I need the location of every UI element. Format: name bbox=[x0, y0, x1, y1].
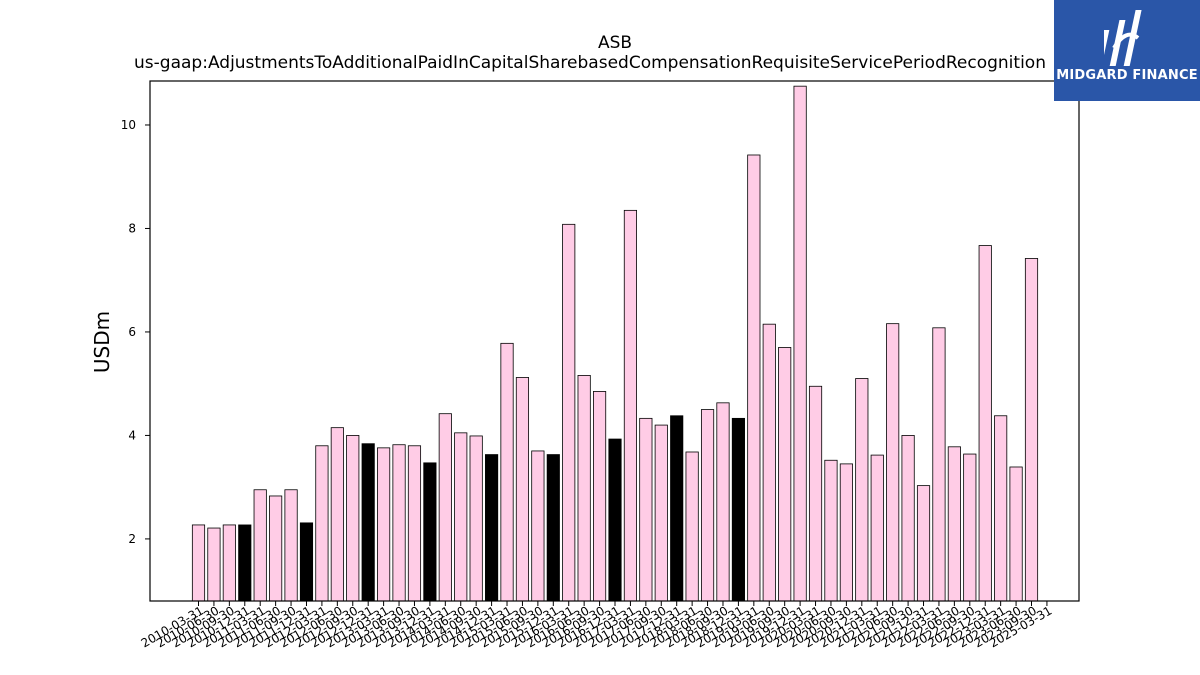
bar-2020-03-31 bbox=[808, 385, 823, 602]
bar-2018-09-30 bbox=[716, 402, 730, 602]
bar-2017-06-30 bbox=[639, 417, 653, 602]
bar-2023-09-30 bbox=[1024, 258, 1039, 602]
bar-2018-06-30 bbox=[700, 409, 715, 602]
bar-2012-06-30 bbox=[330, 427, 344, 602]
y-tick-label: 10 bbox=[121, 118, 136, 132]
chart-title: ASB bbox=[598, 33, 632, 53]
bar-2014-12-31 bbox=[485, 454, 499, 602]
bar-2016-12-31 bbox=[608, 438, 622, 602]
bar-2015-06-30 bbox=[515, 377, 530, 602]
bar-2013-09-30 bbox=[407, 445, 422, 602]
brand-logo: MIDGARD FINANCE bbox=[1054, 0, 1200, 101]
bar-2012-12-31 bbox=[361, 443, 375, 602]
bar-2014-09-30 bbox=[469, 435, 483, 602]
x-axis: 2010-03-312010-06-302010-09-302010-12-31… bbox=[139, 601, 1054, 650]
bar-2017-03-31 bbox=[623, 209, 638, 602]
bar-2013-06-30 bbox=[392, 444, 406, 602]
y-tick-label: 4 bbox=[128, 428, 136, 442]
bar-2015-09-30 bbox=[531, 450, 545, 602]
bar-2020-06-30 bbox=[824, 459, 838, 602]
bar-2023-06-30 bbox=[1009, 466, 1023, 602]
bar-2011-06-30 bbox=[269, 495, 283, 602]
bar-2011-09-30 bbox=[284, 489, 298, 602]
bar-2013-12-31 bbox=[423, 462, 437, 602]
bar-2016-06-30 bbox=[577, 375, 591, 602]
bar-2010-12-31 bbox=[238, 524, 252, 602]
plot-frame bbox=[149, 80, 1080, 602]
y-tick-label: 2 bbox=[128, 532, 136, 546]
y-tick-label: 8 bbox=[128, 221, 136, 235]
bar-2019-06-30 bbox=[762, 323, 776, 602]
bar-2010-03-31 bbox=[191, 524, 206, 602]
bar-2010-09-30 bbox=[222, 524, 236, 602]
bar-2020-09-30 bbox=[839, 463, 853, 602]
bar-2022-12-31 bbox=[978, 245, 992, 602]
bar-2021-03-31 bbox=[870, 454, 884, 602]
bars-group bbox=[191, 85, 1039, 602]
bar-2018-03-31 bbox=[685, 451, 699, 602]
bar-2020-12-31 bbox=[855, 378, 869, 602]
bar-2023-03-31 bbox=[994, 415, 1008, 602]
bar-2017-09-30 bbox=[654, 424, 668, 602]
y-axis-label: USDm bbox=[90, 311, 114, 373]
y-tick-label: 6 bbox=[128, 325, 136, 339]
bar-2022-06-30 bbox=[947, 446, 961, 602]
bar-2019-03-31 bbox=[747, 154, 761, 602]
bar-2010-06-30 bbox=[207, 527, 221, 602]
bar-2018-12-31 bbox=[731, 417, 745, 602]
bar-2022-09-30 bbox=[963, 453, 977, 602]
bar-2015-03-31 bbox=[500, 342, 514, 602]
bar-2011-03-31 bbox=[253, 489, 267, 602]
bar-2016-03-31 bbox=[562, 223, 576, 602]
bar-2016-09-30 bbox=[593, 391, 607, 602]
bar-2013-03-31 bbox=[377, 447, 391, 602]
bar-2019-12-31 bbox=[793, 85, 807, 602]
bar-2011-12-31 bbox=[299, 522, 314, 602]
bar-2017-12-31 bbox=[670, 415, 684, 602]
bar-2012-03-31 bbox=[315, 445, 329, 602]
chart-subtitle: us-gaap:AdjustmentsToAdditionalPaidInCap… bbox=[134, 53, 1046, 73]
bar-2021-12-31 bbox=[916, 485, 931, 602]
bar-2022-03-31 bbox=[932, 327, 946, 602]
bar-2021-09-30 bbox=[901, 435, 915, 602]
bar-2021-06-30 bbox=[886, 323, 900, 602]
logo-text: MIDGARD FINANCE bbox=[1056, 68, 1198, 83]
bar-2012-09-30 bbox=[346, 435, 360, 602]
bar-2014-06-30 bbox=[454, 432, 468, 602]
bar-2019-09-30 bbox=[778, 347, 792, 602]
bar-2015-12-31 bbox=[546, 454, 560, 602]
bar-2014-03-31 bbox=[438, 413, 452, 602]
y-axis: 2 4 6 8 10 bbox=[121, 118, 150, 546]
midgard-logo-icon bbox=[1104, 10, 1142, 66]
